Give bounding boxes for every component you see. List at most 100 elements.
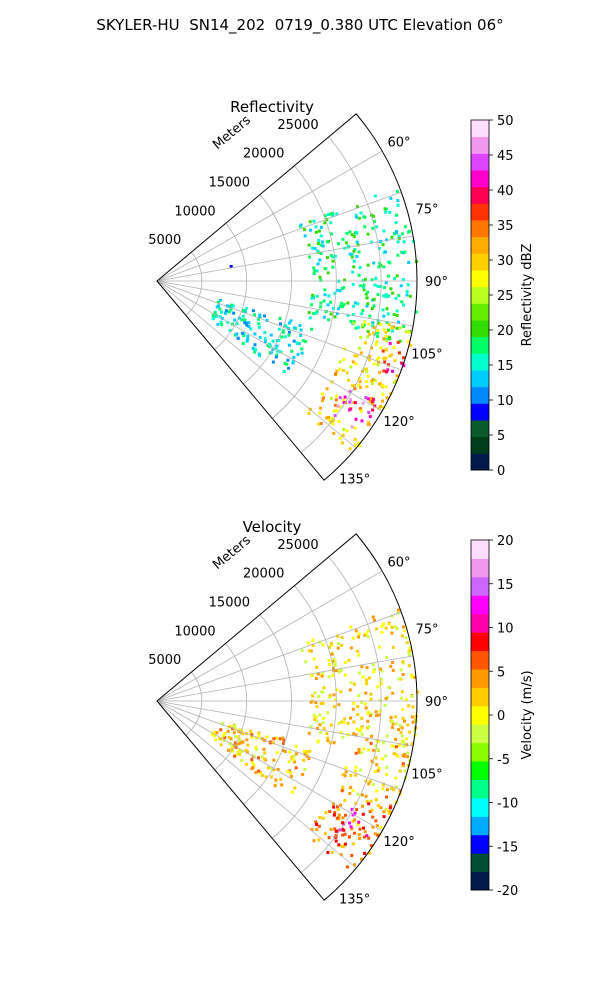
data-cell xyxy=(338,304,342,308)
data-cell xyxy=(356,823,360,827)
data-cell xyxy=(340,636,344,640)
data-cell xyxy=(375,789,379,793)
data-cell xyxy=(233,318,237,322)
data-cell xyxy=(218,315,222,319)
data-cell xyxy=(391,369,394,373)
data-cell xyxy=(398,742,402,746)
data-cell xyxy=(252,313,256,317)
data-cell xyxy=(235,322,239,326)
data-cell xyxy=(326,256,329,260)
data-cell xyxy=(290,755,294,758)
data-cell xyxy=(344,766,348,770)
data-cell xyxy=(309,700,313,704)
data-cell xyxy=(323,221,327,225)
data-cell xyxy=(378,667,382,671)
data-cell xyxy=(382,810,386,814)
colorbar-segment xyxy=(471,797,489,817)
colorbar-segment xyxy=(471,253,489,271)
data-cell xyxy=(384,295,388,299)
data-cell xyxy=(370,396,373,400)
data-cell xyxy=(272,737,276,741)
data-cell xyxy=(320,674,324,678)
data-cell xyxy=(313,269,317,273)
data-cell xyxy=(353,443,357,447)
grid-arc xyxy=(272,585,337,839)
colorbar-segment xyxy=(471,320,489,338)
data-cell xyxy=(369,799,373,803)
data-cell xyxy=(398,339,402,343)
data-cell xyxy=(331,802,335,806)
data-cell xyxy=(402,754,406,758)
data-cell xyxy=(381,349,385,353)
data-cell xyxy=(391,329,394,333)
colorbar-tick-label: 0 xyxy=(497,464,505,479)
data-cell xyxy=(294,744,298,748)
data-cell xyxy=(253,332,257,336)
data-cell xyxy=(365,738,369,741)
data-cell xyxy=(385,321,389,324)
colorbar-segment xyxy=(471,558,489,578)
data-cell xyxy=(260,755,264,759)
data-cell xyxy=(342,828,346,832)
data-cell xyxy=(370,307,374,310)
data-cell xyxy=(315,705,319,709)
data-cell xyxy=(323,832,327,835)
data-cell xyxy=(244,306,248,310)
data-cell xyxy=(273,784,277,788)
data-cell xyxy=(364,277,367,281)
data-cell xyxy=(265,319,269,322)
data-cell xyxy=(382,337,386,341)
data-cell xyxy=(394,722,398,726)
data-cell xyxy=(350,425,354,429)
data-cell xyxy=(272,768,276,772)
data-cell xyxy=(211,733,215,737)
data-cell xyxy=(232,311,236,315)
data-cell xyxy=(390,744,394,748)
data-cell xyxy=(229,265,233,268)
data-cell xyxy=(383,286,387,290)
data-cell xyxy=(392,232,396,236)
data-cell xyxy=(357,250,361,254)
data-cell xyxy=(347,378,351,382)
data-cell xyxy=(365,296,369,300)
data-cell xyxy=(326,303,330,307)
data-cell xyxy=(232,731,236,735)
data-cell xyxy=(257,731,261,735)
data-cell xyxy=(319,701,323,705)
data-cell xyxy=(227,748,230,752)
data-cell xyxy=(341,816,345,820)
figure-title: SKYLER-HU SN14_202 0719_0.380 UTC Elevat… xyxy=(96,16,504,34)
data-cell xyxy=(351,384,354,388)
data-cell xyxy=(402,740,406,744)
data-cell xyxy=(362,835,366,839)
data-cell xyxy=(356,205,359,209)
grid-spoke xyxy=(156,611,402,702)
data-cell xyxy=(229,308,233,312)
data-cell xyxy=(327,645,331,649)
data-cell xyxy=(362,288,366,292)
colorbar: 0 5 10 15 20 25 30 35 40 45 50 Reflectivity dBZ xyxy=(470,114,535,479)
data-cell xyxy=(240,759,244,762)
radial-tick-label: 20000 xyxy=(243,567,284,582)
data-cell xyxy=(329,254,333,257)
data-cell xyxy=(334,839,338,843)
data-cell xyxy=(321,721,325,725)
data-cell xyxy=(388,341,392,345)
data-cell xyxy=(367,725,371,729)
colorbar-segment xyxy=(471,853,489,873)
data-cell xyxy=(395,230,398,234)
data-cell xyxy=(303,752,307,756)
data-cell xyxy=(381,787,385,791)
data-cell xyxy=(372,362,376,366)
data-cell xyxy=(366,302,370,306)
data-cell xyxy=(407,664,411,668)
data-cell xyxy=(382,229,386,233)
data-cell xyxy=(399,730,403,734)
colorbar-tick-label: 5 xyxy=(497,429,505,444)
colorbar-segment xyxy=(471,270,489,288)
data-cell xyxy=(365,682,369,686)
data-cell xyxy=(390,614,394,618)
colorbar: -20 -15 -10 -5 0 5 10 15 20 Velocity (m/s) xyxy=(470,534,535,899)
data-cell xyxy=(388,622,392,626)
data-cell xyxy=(396,253,400,257)
